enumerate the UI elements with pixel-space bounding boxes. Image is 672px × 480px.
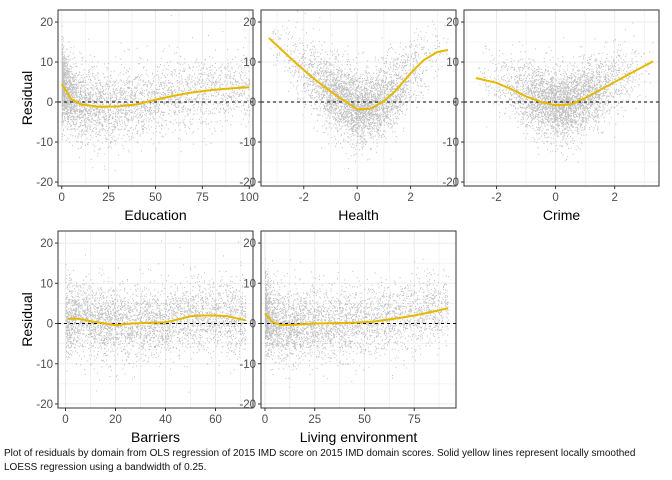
y-tick-label: 20: [446, 17, 459, 29]
y-tick-label: 10: [40, 278, 53, 290]
loess-line: [264, 307, 449, 327]
y-tick-label: 0: [47, 97, 53, 109]
x-tick-label: 0: [262, 414, 268, 426]
y-tick-label: -20: [239, 399, 256, 411]
x-axis-title: Health: [338, 207, 378, 223]
residual-points: [65, 240, 247, 393]
y-tick-label: -10: [239, 137, 256, 149]
y-tick-label: 20: [40, 238, 53, 250]
loess-line: [60, 83, 250, 108]
y-axis-title: Residual: [19, 292, 35, 346]
x-axis-title: Education: [124, 207, 186, 223]
x-tick-label: 25: [308, 414, 321, 426]
x-tick-label: 50: [358, 414, 371, 426]
x-axis-title: Living environment: [300, 429, 418, 445]
y-tick-label: 10: [243, 278, 256, 290]
y-tick-label: 20: [243, 17, 256, 29]
x-axis-title: Crime: [543, 207, 581, 223]
y-tick-label: 10: [446, 57, 459, 69]
y-tick-label: -10: [36, 359, 53, 371]
y-tick-label: -20: [442, 177, 459, 189]
y-tick-label: -20: [239, 177, 256, 189]
y-tick-label: -10: [239, 359, 256, 371]
y-tick-label: 0: [453, 97, 459, 109]
x-tick-label: 75: [196, 192, 209, 204]
y-tick-label: 10: [243, 57, 256, 69]
panel-border: [57, 230, 254, 409]
x-tick-label: 75: [408, 414, 421, 426]
x-tick-label: 0: [59, 192, 65, 204]
y-tick-label: 10: [40, 57, 53, 69]
y-axis-title: Residual: [19, 71, 35, 125]
x-tick-label: 2: [407, 192, 413, 204]
y-tick-label: 20: [243, 238, 256, 250]
gridlines: [58, 231, 253, 408]
x-tick-label: -2: [491, 192, 501, 204]
x-tick-label: -2: [299, 192, 309, 204]
y-tick-label: 0: [250, 319, 256, 331]
x-tick-label: 0: [552, 192, 558, 204]
x-tick-label: 40: [159, 414, 172, 426]
loess-line: [268, 37, 449, 111]
x-tick-label: 25: [102, 192, 115, 204]
loess-line: [475, 60, 654, 107]
x-tick-label: 0: [354, 192, 360, 204]
figure-caption: Plot of residuals by domain from OLS reg…: [4, 448, 636, 473]
y-tick-label: 0: [47, 319, 53, 331]
residual-points: [270, 10, 449, 169]
x-tick-label: 100: [240, 192, 259, 204]
y-tick-label: -10: [36, 137, 53, 149]
panel-border: [260, 230, 457, 409]
y-tick-label: -20: [36, 177, 53, 189]
x-tick-label: 60: [209, 414, 222, 426]
x-tick-label: 0: [62, 414, 68, 426]
y-tick-label: 20: [40, 17, 53, 29]
x-axis-title: Barriers: [131, 429, 180, 445]
x-tick-label: 50: [149, 192, 162, 204]
y-tick-label: -10: [442, 137, 459, 149]
x-tick-label: 20: [109, 414, 122, 426]
panel-border: [260, 9, 457, 187]
panel-barriers: 0 20 40 60 -20 -10 0 10 20 Barriers Residual: [19, 230, 254, 445]
panel-living-environment: 0 25 50 75 -20 -10 0 10 20 Living environment: [239, 230, 457, 445]
residual-points: [478, 22, 654, 163]
loess-line: [68, 314, 246, 327]
x-tick-label: 2: [611, 192, 617, 204]
y-tick-label: 0: [250, 97, 256, 109]
y-tick-label: -20: [36, 399, 53, 411]
panel-border: [463, 9, 660, 187]
